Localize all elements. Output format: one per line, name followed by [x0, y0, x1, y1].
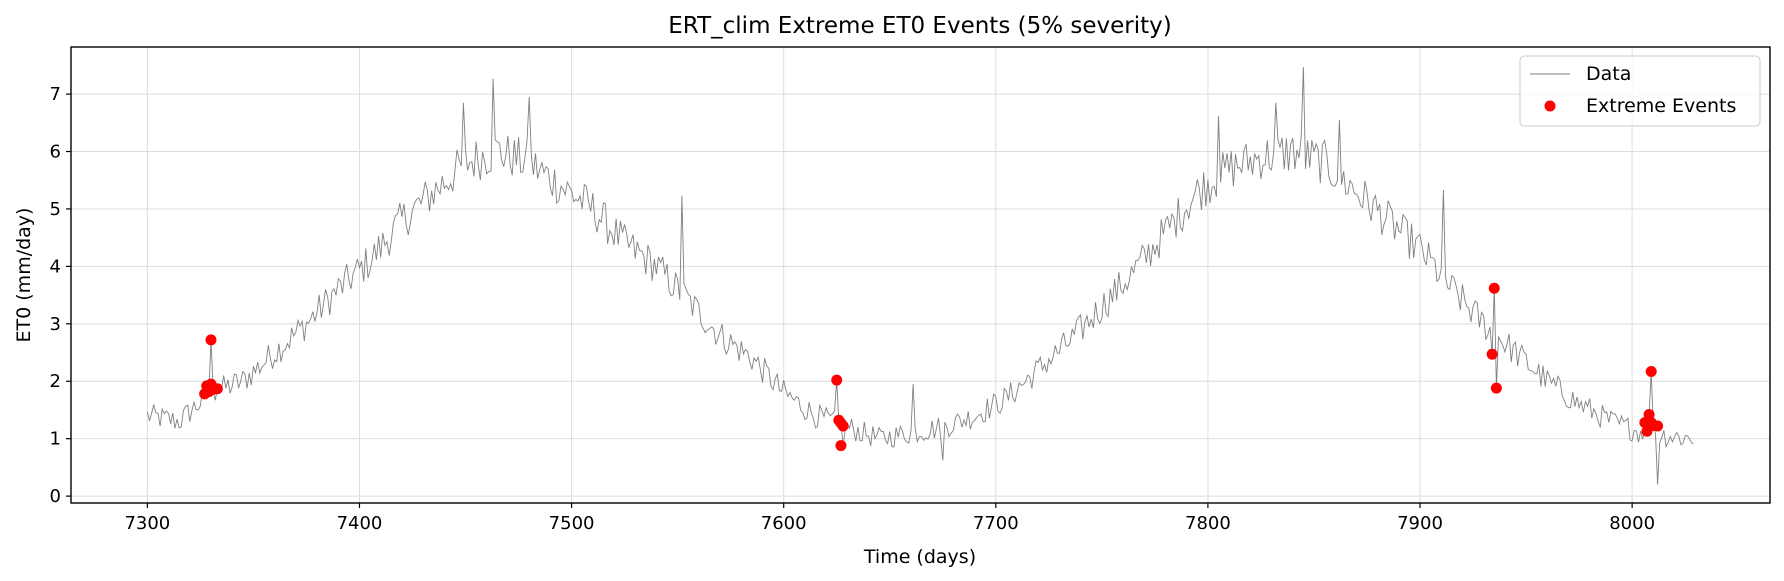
extreme-events-points — [199, 282, 1664, 452]
legend-box — [1519, 55, 1761, 127]
y-tick-label: 0 — [50, 486, 61, 507]
y-tick-label: 1 — [50, 429, 61, 450]
data-line — [146, 67, 1694, 485]
x-tick-label: 7900 — [1397, 513, 1443, 534]
grid-lines — [71, 47, 1770, 503]
x-tick-label: 7800 — [1185, 513, 1231, 534]
extreme-event-point — [1490, 382, 1502, 394]
x-tick-label: 8000 — [1609, 513, 1655, 534]
y-tick-label: 5 — [50, 199, 61, 220]
y-tick-label: 6 — [50, 142, 61, 163]
legend-label-events: Extreme Events — [1586, 95, 1736, 117]
x-tick-label: 7700 — [973, 513, 1019, 534]
data-series-line — [146, 67, 1694, 485]
extreme-event-point — [837, 420, 849, 432]
extreme-event-point — [835, 440, 847, 452]
y-tick-label: 7 — [50, 84, 61, 105]
y-axis-label: ET0 (mm/day) — [13, 208, 35, 343]
extreme-event-point — [1652, 420, 1664, 432]
chart-title: ERT_clim Extreme ET0 Events (5% severity… — [668, 13, 1171, 39]
x-axis-ticks: 7300 7400 7500 7600 7700 7800 7900 8000 — [124, 503, 1655, 534]
extreme-event-point — [1486, 348, 1498, 360]
extreme-event-point — [1488, 282, 1500, 294]
plot-frame — [70, 46, 1771, 504]
extreme-event-point — [831, 374, 843, 386]
extreme-event-point — [1645, 365, 1657, 377]
extreme-event-point — [211, 383, 223, 395]
y-tick-label: 2 — [50, 371, 61, 392]
extreme-event-point — [205, 334, 217, 346]
y-axis-ticks: 0 1 2 3 4 5 6 7 — [50, 84, 71, 507]
x-tick-label: 7400 — [337, 513, 383, 534]
y-tick-label: 4 — [50, 256, 61, 277]
x-tick-label: 7300 — [124, 513, 170, 534]
legend-label-data: Data — [1586, 63, 1631, 85]
x-axis-label: Time (days) — [863, 546, 976, 568]
x-tick-label: 7500 — [549, 513, 595, 534]
y-tick-label: 3 — [50, 314, 61, 335]
x-tick-label: 7600 — [761, 513, 807, 534]
legend-marker-swatch — [1544, 100, 1556, 112]
legend: Data Extreme Events — [1519, 55, 1761, 127]
